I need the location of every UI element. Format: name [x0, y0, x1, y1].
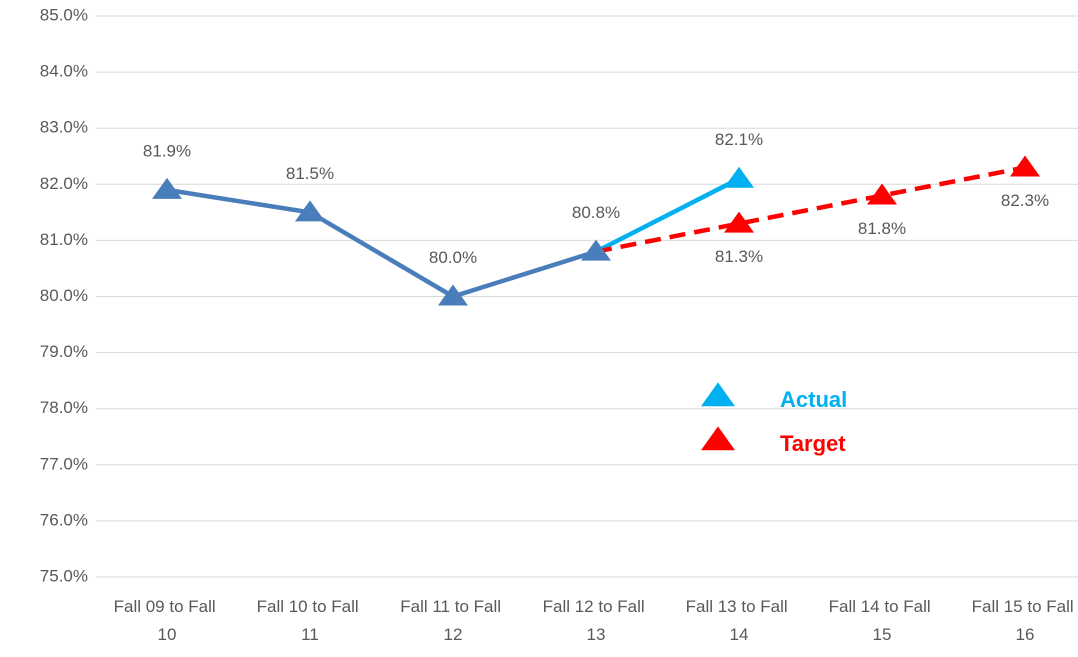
- y-tick-label: 76.0%: [40, 510, 88, 529]
- data-label: 81.3%: [715, 247, 763, 266]
- x-tick-line: 13: [587, 625, 606, 644]
- y-tick-label: 79.0%: [40, 342, 88, 361]
- x-tick-line: Fall 15 to Fall: [972, 597, 1078, 616]
- data-label: 81.9%: [143, 141, 191, 160]
- x-tick-label: Fall 09 to Fall 10: [114, 597, 221, 644]
- data-label: 80.8%: [572, 203, 620, 222]
- marker: [724, 211, 754, 233]
- marker: [438, 284, 468, 306]
- y-tick-label: 80.0%: [40, 286, 88, 305]
- data-label: 80.0%: [429, 248, 477, 267]
- y-tick-label: 75.0%: [40, 566, 88, 585]
- x-tick-label: Fall 15 to Fall 16: [972, 597, 1078, 644]
- data-label: 82.3%: [1001, 191, 1049, 210]
- x-tick-line: Fall 13 to Fall: [686, 597, 793, 616]
- x-tick-line: Fall 09 to Fall: [114, 597, 221, 616]
- x-tick-line: 10: [158, 625, 177, 644]
- legend-marker: [701, 382, 735, 407]
- y-tick-label: 77.0%: [40, 454, 88, 473]
- x-tick-label: Fall 14 to Fall 15: [829, 597, 936, 644]
- series-line: [594, 176, 741, 254]
- data-label: 82.1%: [715, 130, 763, 149]
- x-tick-line: Fall 11 to Fall: [400, 597, 506, 616]
- x-tick-label: Fall 11 to Fall 12: [400, 597, 506, 644]
- marker: [581, 239, 611, 261]
- x-tick-line: 15: [873, 625, 892, 644]
- y-tick-label: 78.0%: [40, 398, 88, 417]
- marker: [1010, 155, 1040, 177]
- marker: [295, 200, 325, 222]
- legend-label: Actual: [780, 387, 847, 412]
- legend-label: Target: [780, 431, 846, 456]
- x-tick-label: Fall 12 to Fall 13: [543, 597, 650, 644]
- x-tick-line: 12: [444, 625, 463, 644]
- data-label: 81.8%: [858, 219, 906, 238]
- marker: [867, 183, 897, 205]
- y-tick-label: 85.0%: [40, 5, 88, 24]
- series-line: [595, 165, 1026, 254]
- y-tick-label: 82.0%: [40, 174, 88, 193]
- x-tick-line: 11: [301, 625, 319, 644]
- x-tick-label: Fall 10 to Fall 11: [257, 597, 364, 644]
- x-tick-line: Fall 12 to Fall: [543, 597, 650, 616]
- x-tick-line: 14: [730, 625, 749, 644]
- x-tick-line: Fall 10 to Fall: [257, 597, 364, 616]
- marker: [152, 177, 182, 199]
- x-tick-line: Fall 14 to Fall: [829, 597, 936, 616]
- x-tick-label: Fall 13 to Fall 14: [686, 597, 793, 644]
- data-label: 81.5%: [286, 164, 334, 183]
- x-tick-line: 16: [1016, 625, 1035, 644]
- legend-marker: [701, 426, 735, 451]
- marker: [724, 166, 754, 188]
- y-tick-label: 84.0%: [40, 62, 88, 81]
- y-tick-label: 83.0%: [40, 118, 88, 137]
- y-tick-label: 81.0%: [40, 230, 88, 249]
- series-line: [166, 187, 597, 299]
